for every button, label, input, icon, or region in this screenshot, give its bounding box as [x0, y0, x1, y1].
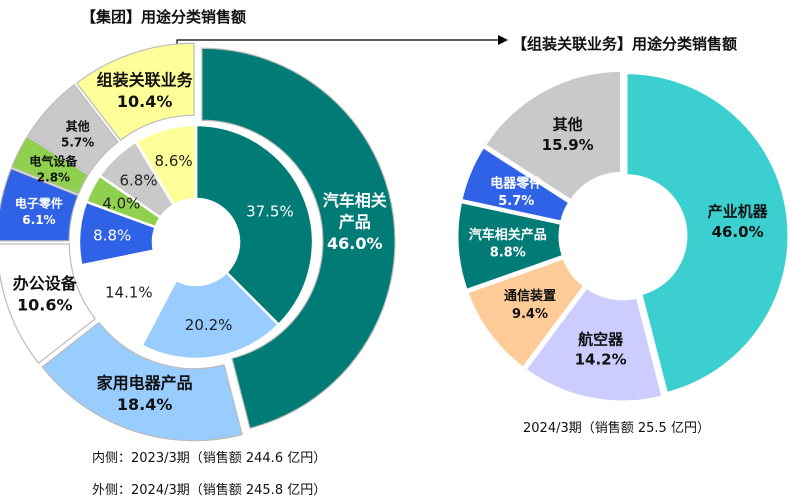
outer-label-组装关联业务: 组装关联业务 10.4%: [97, 70, 194, 111]
inner-label-办公设备: 14.1%: [105, 283, 153, 301]
outer-label-家用电器产品: 家用电器产品 18.4%: [97, 373, 193, 414]
inner-slice-汽车相关产品: [194, 123, 315, 327]
outer-label-电气设备: 电气设备 2.8%: [29, 153, 78, 184]
inner-label-电气设备: 4.0%: [102, 194, 140, 212]
left-donut-hole: [154, 200, 238, 284]
right-label-汽车相关产品: 汽车相关产品 8.8%: [469, 227, 547, 261]
inner-label-电子零件: 8.8%: [93, 227, 131, 245]
inner-ring-note: 内侧：2023/3期（销售额 244.6 亿円）: [92, 450, 326, 466]
inner-label-其他: 6.8%: [119, 172, 157, 190]
right-label-通信装置: 通信装置 9.4%: [504, 288, 556, 322]
right-slice-产业机器: [624, 71, 790, 396]
right-label-电器零件: 电器零件 5.7%: [490, 176, 542, 210]
outer-slice-家用电器产品: [41, 321, 243, 442]
outer-label-其他: 其他 5.7%: [61, 118, 94, 149]
outer-label-电子零件: 电子零件 6.1%: [15, 196, 63, 227]
right-slice-航空器: [522, 284, 665, 404]
right-donut-chart: 产业机器 46.0% 航空器 14.2% 通信装置 9.4% 汽车相关产品 8.8% 电器零件 5…: [455, 68, 790, 404]
right-label-航空器: 航空器 14.2%: [575, 330, 627, 368]
outer-slice-汽车相关产品: [201, 47, 396, 429]
right-slice-通信装置: [464, 255, 587, 371]
inner-label-汽车相关产品: 37.5%: [246, 202, 294, 220]
right-label-其他: 其他 15.9%: [542, 116, 594, 154]
outer-label-办公设备: 办公设备 10.6%: [13, 274, 78, 315]
inner-slice-办公设备: [79, 249, 178, 348]
outer-slice-电子零件: [0, 167, 79, 242]
right-chart-title: 【组装关联业务】用途分类销售额: [512, 35, 737, 53]
inner-label-组装关联业务: 8.6%: [155, 152, 193, 170]
outer-slice-办公设备: [0, 243, 97, 365]
outer-ring-note: 外侧：2024/3期（销售额 245.8 亿円）: [92, 482, 326, 497]
outer-label-汽车相关产品: 汽车相关产品 46.0%: [323, 191, 387, 253]
outer-slice-组装关联业务: [75, 42, 195, 142]
left-donut-chart: 37.5% 20.2% 14.1% 8.8% 4.0% 6.8% 8.6% 汽车相关产品 46.…: [0, 42, 396, 442]
left-chart-title: 【集团】用途分类销售额: [81, 8, 246, 26]
right-slice-电器零件: [459, 144, 572, 224]
outer-slice-电气设备: [10, 136, 89, 195]
inner-slice-组装关联业务: [134, 123, 198, 207]
right-chart-subtitle: 2024/3期（销售额 25.5 亿円）: [523, 420, 710, 436]
right-slice-其他: [482, 68, 624, 203]
inner-slice-家用电器产品: [139, 270, 281, 361]
inner-label-家用电器产品: 20.2%: [185, 316, 233, 334]
right-label-产业机器: 产业机器 46.0%: [708, 203, 769, 241]
outer-slice-其他: [27, 83, 119, 175]
